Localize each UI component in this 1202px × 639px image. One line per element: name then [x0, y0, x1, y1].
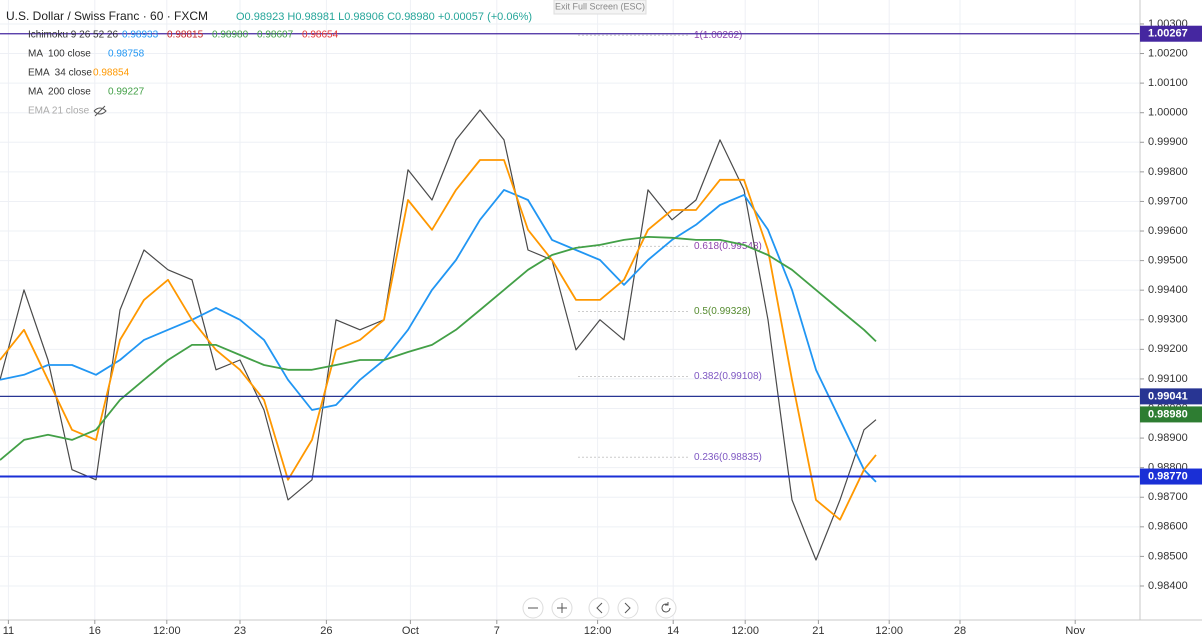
y-tick-label: 1.00100 — [1148, 77, 1188, 89]
legend-value: 0.99227 — [108, 87, 145, 98]
last-price-label: 0.98980 — [1148, 408, 1188, 420]
legend-value: 0.98933 — [122, 30, 159, 41]
x-tick-label: 12:00 — [731, 625, 759, 637]
y-tick-label: 0.99800 — [1148, 166, 1188, 178]
fib-label: 1(1.00262) — [694, 30, 742, 41]
x-tick-label: 12:00 — [584, 625, 612, 637]
y-tick-label: 1.00000 — [1148, 107, 1188, 119]
fib-label: 0.5(0.99328) — [694, 306, 751, 317]
plot: 1(1.00262) 0.618(0.99548) 0.5(0.99328) 0.38… — [0, 30, 1140, 561]
y-tick-label: 0.98500 — [1148, 550, 1188, 562]
y-tick-label: 0.99200 — [1148, 343, 1188, 355]
y-tick-label: 0.99300 — [1148, 314, 1188, 326]
indicator-line — [0, 159, 877, 521]
axes: 0.984000.985000.986000.987000.988000.989… — [3, 18, 1202, 637]
indicator-line — [0, 235, 877, 461]
legend-value: 0.98815 — [167, 30, 204, 41]
legend-value: 0.98854 — [93, 68, 130, 79]
y-tick-label: 0.98600 — [1148, 521, 1188, 533]
y-tick-label: 0.99500 — [1148, 255, 1188, 267]
last-price-tag — [1140, 406, 1202, 423]
reset[interactable] — [655, 597, 677, 619]
x-tick-label: 26 — [320, 625, 332, 637]
legend-value: 0.98654 — [302, 30, 339, 41]
legend-value: 0.98980 — [212, 30, 249, 41]
legend-name: MA 200 close — [28, 87, 91, 98]
level-tag — [1140, 468, 1202, 485]
legend-value: 0.98607 — [257, 30, 294, 41]
x-tick-label: 28 — [954, 625, 966, 637]
legend-name: EMA 34 close — [28, 68, 92, 79]
x-tick-label: 21 — [812, 625, 824, 637]
x-tick-label: 14 — [667, 625, 679, 637]
legend-name: Ichimoku 9 26 52 26 — [28, 30, 118, 41]
level-tag — [1140, 388, 1202, 405]
fib-label: 0.382(0.99108) — [694, 371, 762, 382]
x-tick-label: 16 — [89, 625, 101, 637]
legend-value: 0.98758 — [108, 49, 145, 60]
icon — [624, 602, 631, 614]
nav-buttons — [522, 597, 677, 619]
level-tag-label: 1.00267 — [1148, 28, 1188, 40]
level-tag — [1140, 25, 1202, 42]
y-tick-label: 0.98900 — [1148, 432, 1188, 444]
x-tick-label: 12:00 — [153, 625, 181, 637]
level-tag-label: 0.98770 — [1148, 470, 1188, 482]
scroll-left[interactable] — [588, 597, 610, 619]
level-tag-label: 0.99041 — [1148, 390, 1188, 402]
indicator-line — [0, 188, 877, 483]
x-tick-label: Nov — [1065, 625, 1085, 637]
x-tick-label: 11 — [3, 625, 14, 637]
price-line — [0, 109, 877, 561]
chart-title: U.S. Dollar / Swiss Franc · 60 · FXCM — [6, 9, 208, 23]
fib-label: 0.618(0.99548) — [694, 241, 762, 252]
icon — [596, 602, 603, 614]
x-tick-label: Oct — [402, 625, 419, 637]
ohlc: O0.98923 H0.98981 L0.98906 C0.98980 +0.0… — [236, 11, 532, 23]
fib-label: 0.236(0.98835) — [694, 452, 762, 463]
legend: Ichimoku 9 26 52 26 0.98933 0.98815 0.98980… — [28, 30, 339, 117]
y-tick-label: 0.98400 — [1148, 580, 1188, 592]
y-tick-label: 0.99600 — [1148, 225, 1188, 237]
legend-hidden: EMA 21 close — [28, 106, 90, 117]
x-tick-label: 7 — [494, 625, 500, 637]
x-tick-label: 23 — [234, 625, 246, 637]
y-tick-label: 0.99100 — [1148, 373, 1188, 385]
icon — [557, 603, 567, 613]
x-tick-label: 12:00 — [875, 625, 903, 637]
legend-name: MA 100 close — [28, 49, 91, 60]
y-tick-label: 0.99700 — [1148, 195, 1188, 207]
exit-button[interactable] — [553, 0, 647, 15]
hidden-icon[interactable] — [93, 105, 107, 117]
y-tick-label: 0.98700 — [1148, 491, 1188, 503]
exit-label[interactable]: Exit Full Screen (ESC) — [555, 1, 645, 11]
y-tick-label: 1.00200 — [1148, 47, 1188, 59]
y-tick-label: 0.99400 — [1148, 284, 1188, 296]
icon — [661, 602, 671, 613]
y-tick-label: 0.99900 — [1148, 136, 1188, 148]
scroll-right[interactable] — [617, 597, 639, 619]
